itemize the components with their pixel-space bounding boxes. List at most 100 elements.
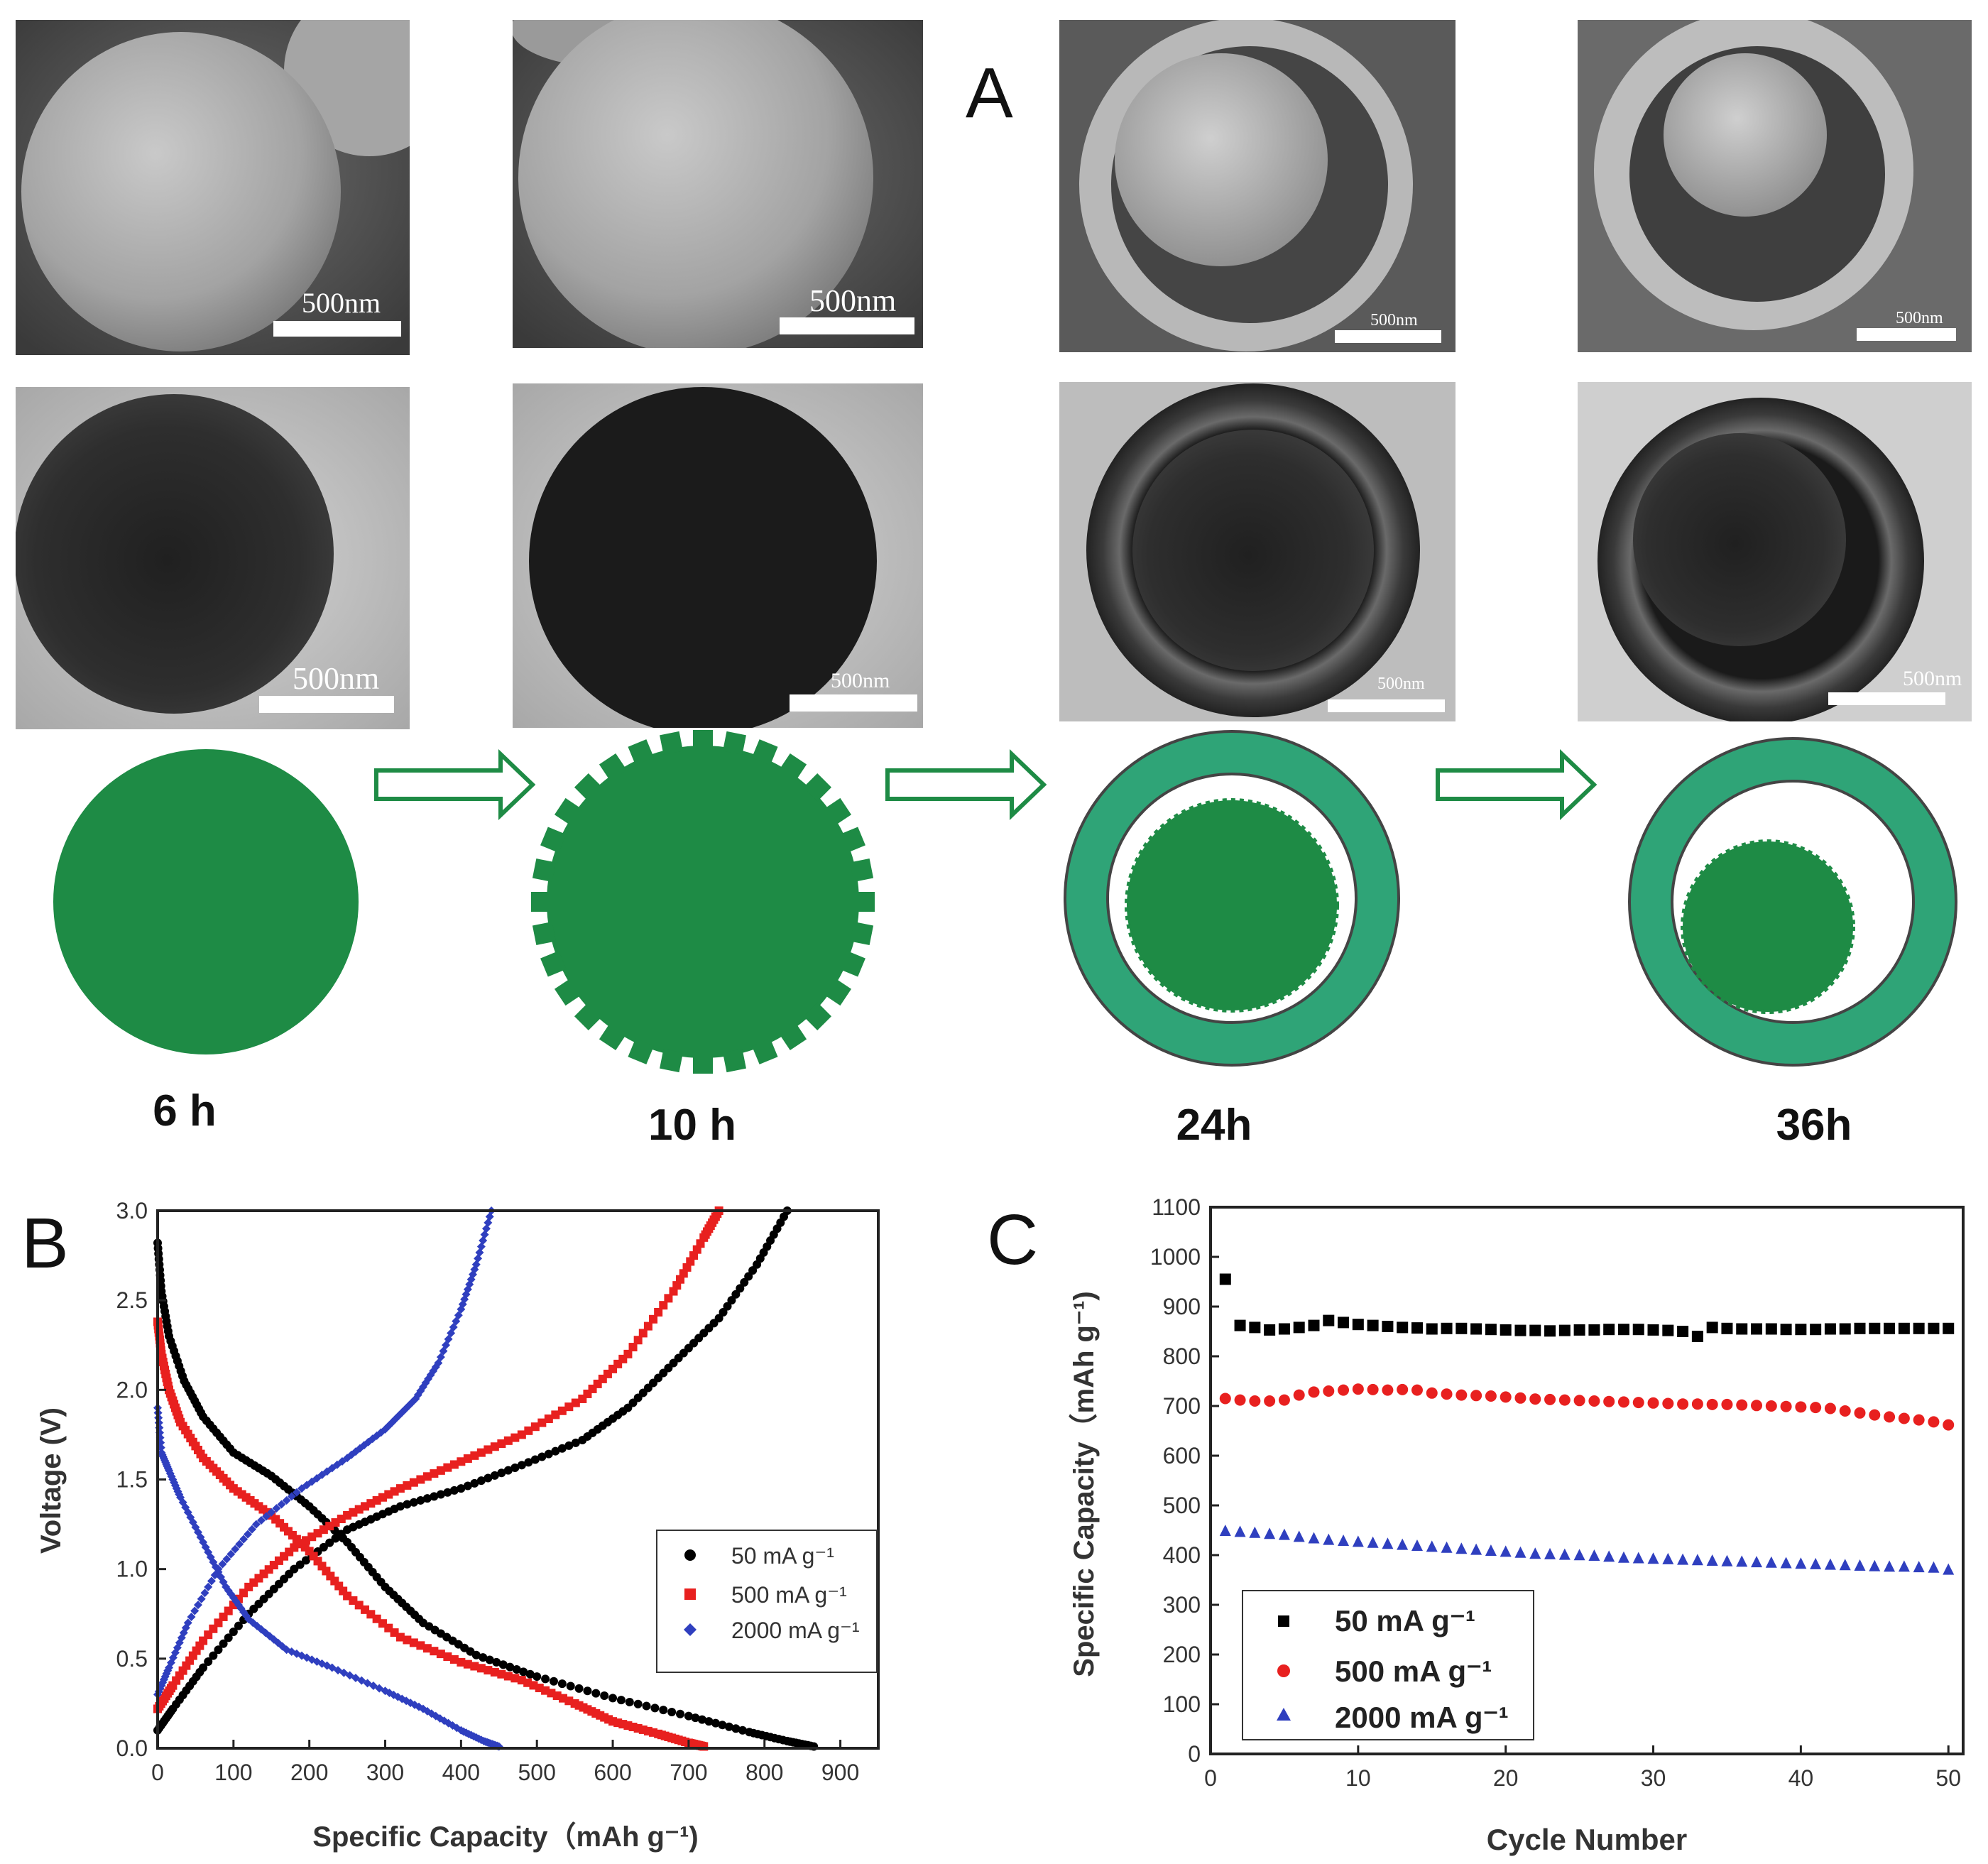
- series-0-point: [1765, 1323, 1777, 1335]
- series-2-charge-point: [262, 1512, 271, 1521]
- sem-image-10h: 500nm: [513, 20, 923, 348]
- series-0-charge-point: [214, 1645, 223, 1655]
- legend-marker-50: [1278, 1615, 1289, 1627]
- legend-marker-500: [684, 1588, 696, 1600]
- series-1-charge-point: [638, 1329, 648, 1338]
- scale-bar-label: 500nm: [809, 283, 896, 318]
- series-0-charge-point: [517, 1461, 526, 1470]
- series-0-charge-point: [551, 1446, 560, 1456]
- surface-bump: [532, 922, 556, 945]
- series-0-discharge-point: [704, 1717, 714, 1726]
- series-0-point: [1352, 1319, 1364, 1331]
- series-2-charge-point: [231, 1544, 240, 1554]
- series-1-point: [1249, 1395, 1261, 1407]
- surface-bump: [693, 730, 713, 750]
- surface-bump: [660, 1049, 683, 1073]
- series-0-point: [1854, 1322, 1866, 1334]
- series-0-charge-point: [290, 1564, 299, 1574]
- series-1-discharge-point: [416, 1641, 425, 1650]
- surface-bump: [824, 978, 851, 1006]
- series-2-point: [1721, 1554, 1733, 1566]
- legend-marker-500: [1277, 1664, 1290, 1677]
- legend-label-500: 500 mA g⁻¹: [1335, 1655, 1492, 1688]
- series-2-point: [1441, 1541, 1453, 1553]
- surface-bump: [839, 950, 865, 977]
- surface-bump: [751, 1038, 778, 1064]
- series-0-charge-point: [436, 1490, 445, 1499]
- series-2-point: [1736, 1555, 1748, 1567]
- series-2-point: [1884, 1560, 1896, 1572]
- series-0-discharge-point: [591, 1689, 601, 1698]
- rough-sphere-10h: [531, 730, 875, 1074]
- series-2-charge-point: [272, 1504, 281, 1513]
- series-0-discharge-point: [625, 1697, 634, 1706]
- series-0-charge-point: [490, 1471, 499, 1480]
- series-1-discharge-point: [503, 1672, 513, 1681]
- series-0-discharge-point: [549, 1677, 558, 1686]
- series-2-charge-point: [222, 1554, 231, 1564]
- series-2-point: [1677, 1553, 1689, 1565]
- series-1-charge-point: [551, 1410, 560, 1419]
- time-label-6h: 6 h: [153, 1086, 217, 1135]
- series-2-point: [1795, 1557, 1807, 1569]
- series-0-discharge-point: [642, 1701, 651, 1711]
- series-1-discharge-point: [422, 1644, 432, 1653]
- series-2-point: [1264, 1527, 1276, 1539]
- y-tick-label: 100: [1163, 1691, 1201, 1717]
- series-1-charge-point: [422, 1472, 432, 1481]
- series-1-discharge-point: [463, 1659, 472, 1669]
- series-1-point: [1470, 1390, 1482, 1402]
- series-0-charge-point: [416, 1495, 425, 1505]
- panel-a-label: A: [966, 53, 1013, 133]
- series-2-charge-point: [177, 1633, 186, 1642]
- series-0-point: [1677, 1326, 1689, 1337]
- series-1-point: [1558, 1394, 1571, 1406]
- series-1-point: [1219, 1392, 1231, 1405]
- series-1-point: [1943, 1419, 1955, 1431]
- series-0-charge-point: [463, 1481, 472, 1490]
- series-2-point: [1780, 1557, 1792, 1569]
- series-1-point: [1617, 1396, 1629, 1408]
- series-1-point: [1706, 1398, 1718, 1410]
- legend-label-50: 50 mA g⁻¹: [731, 1543, 834, 1569]
- series-0-charge-point: [727, 1296, 736, 1305]
- series-0-point: [1913, 1322, 1925, 1334]
- series-0-point: [1706, 1321, 1718, 1334]
- series-1-discharge-point: [484, 1666, 493, 1675]
- series-1-point: [1721, 1398, 1733, 1410]
- series-2-charge-point: [476, 1242, 486, 1251]
- series-0-point: [1308, 1319, 1320, 1331]
- surface-bump: [628, 739, 655, 765]
- series-0-charge-point: [544, 1449, 553, 1459]
- series-1-charge-point: [654, 1307, 663, 1317]
- series-0-charge-point: [510, 1463, 520, 1472]
- x-tick-label: 600: [594, 1760, 631, 1785]
- series-0-point: [1884, 1322, 1896, 1334]
- series-0-point: [1485, 1324, 1497, 1336]
- y-tick-label: 700: [1163, 1393, 1201, 1419]
- surface-bump: [850, 922, 874, 945]
- series-0-point: [1367, 1319, 1379, 1331]
- x-tick-label: 20: [1493, 1765, 1519, 1791]
- series-1-charge-point: [524, 1426, 533, 1435]
- series-0-charge-point: [476, 1476, 486, 1486]
- surface-bump: [574, 773, 603, 802]
- series-0-charge-point: [457, 1484, 466, 1493]
- series-1-point: [1264, 1395, 1276, 1407]
- series-2-point: [1617, 1551, 1629, 1563]
- series-0-charge-point: [744, 1272, 753, 1281]
- x-tick-label: 700: [670, 1760, 707, 1785]
- series-0-charge-point: [731, 1290, 741, 1299]
- series-1-discharge-point: [436, 1650, 445, 1659]
- series-1-discharge-point: [470, 1662, 479, 1671]
- series-1-charge-point: [649, 1314, 658, 1324]
- series-2-point: [1529, 1547, 1541, 1559]
- series-1-point: [1529, 1393, 1541, 1405]
- series-0-charge-point: [337, 1530, 346, 1539]
- series-0-discharge-point: [738, 1726, 747, 1735]
- series-0-charge-point: [719, 1307, 728, 1317]
- series-2-charge-point: [200, 1588, 209, 1598]
- series-1-charge-point: [497, 1439, 506, 1449]
- series-1-charge-point: [395, 1484, 405, 1493]
- tem-image-36h: 500nm: [1578, 382, 1972, 721]
